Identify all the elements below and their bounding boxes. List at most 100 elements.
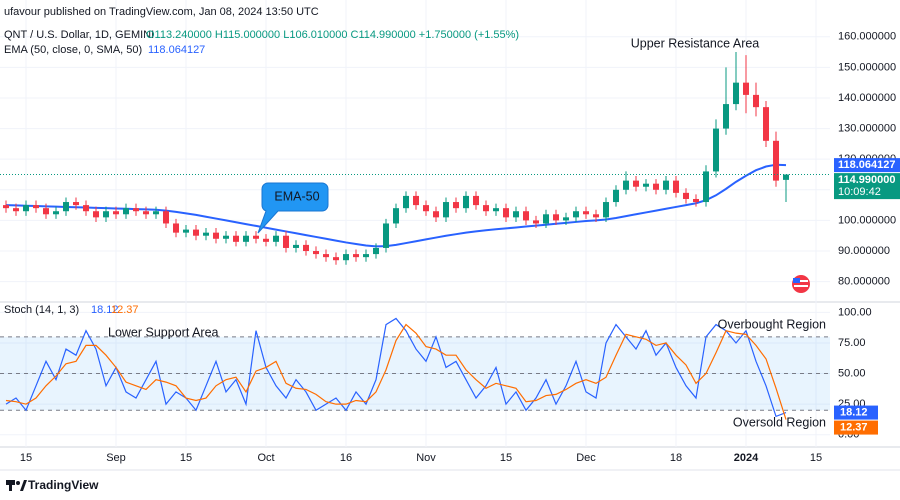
candle-body [453, 202, 459, 209]
y-tick-label: 130.000000 [838, 122, 896, 134]
candle-body [623, 180, 629, 190]
x-tick-label: 16 [340, 452, 352, 464]
candle-body [133, 208, 139, 212]
candle-body [273, 235, 279, 242]
candle-body [143, 211, 149, 215]
x-tick-label: Sep [106, 452, 126, 464]
candle-body [663, 180, 669, 190]
candle-body [383, 223, 389, 248]
candle-body [33, 205, 39, 209]
candle-body [573, 211, 579, 218]
stoch-line [5, 323, 787, 420]
candle-body [743, 82, 749, 95]
candle-body [633, 180, 639, 187]
candle-body [693, 198, 699, 203]
candle-body [43, 208, 49, 215]
symbol-title: QNT / U.S. Dollar, 1D, GEMINI [4, 29, 154, 41]
candle-body [283, 235, 289, 248]
candle-body [113, 211, 119, 215]
last-price-label: 114.990000 [838, 174, 896, 186]
y-tick-label: 50.00 [838, 367, 866, 379]
candle-body [723, 104, 729, 129]
candle-body [303, 244, 309, 252]
candle-body [13, 208, 19, 212]
x-tick-label: 15 [180, 452, 192, 464]
x-tick-label: Oct [257, 452, 274, 464]
y-tick-label: 75.00 [838, 337, 866, 349]
stoch-value-box [834, 420, 878, 435]
stoch-line [5, 317, 787, 418]
candle-body [63, 202, 69, 212]
candle-body [53, 211, 59, 215]
ema-price-box [834, 158, 900, 173]
candle-body [763, 107, 769, 141]
candle-body [553, 214, 559, 221]
candle-body [203, 232, 209, 236]
labels: ufavour published on TradingView.com, Ja… [4, 6, 900, 492]
candle-body [333, 257, 339, 261]
candle-body [493, 208, 499, 212]
candle-body [253, 235, 259, 239]
candle-body [353, 254, 359, 258]
annotation: Overbought Region [718, 317, 826, 331]
ema-legend: EMA (50, close, 0, SMA, 50) [4, 44, 142, 56]
marks [0, 52, 830, 420]
candle-body [213, 232, 219, 239]
candle-body [783, 174, 789, 180]
candle-body [563, 217, 569, 221]
ema-legend-value: 118.064127 [148, 44, 205, 56]
ohlc-text: O113.240000 H115.000000 L106.010000 C114… [146, 29, 519, 41]
candle-body [683, 192, 689, 199]
flag-icon [792, 275, 810, 293]
candle-body [513, 211, 519, 218]
annotation: Lower Support Area [108, 325, 219, 339]
grid [0, 0, 830, 447]
footer-logo [6, 480, 27, 491]
candle-body [713, 128, 719, 172]
candle-body [363, 254, 369, 258]
candle-body [643, 183, 649, 187]
candle-body [703, 171, 709, 203]
candle-body [653, 183, 659, 190]
y-tick-label: 160.000000 [838, 31, 896, 43]
candle-body [483, 205, 489, 212]
candle-body [583, 211, 589, 215]
candle-body [593, 214, 599, 218]
ema-callout: EMA-50 [274, 189, 319, 203]
published-text: ufavour published on TradingView.com, Ja… [4, 6, 319, 18]
x-tick-label: 15 [810, 452, 822, 464]
x-tick-label: 2024 [734, 452, 759, 464]
candle-body [163, 211, 169, 224]
candle-body [543, 214, 549, 224]
stoch-k-value: 18.12 [91, 304, 119, 316]
y-tick-label: 100.000000 [838, 214, 896, 226]
candle-body [243, 235, 249, 242]
candle-body [473, 195, 479, 206]
candle-body [613, 189, 619, 203]
candle-body [603, 202, 609, 218]
candle-body [753, 94, 759, 108]
candle-body [183, 229, 189, 233]
x-tick-label: 18 [670, 452, 682, 464]
candle-body [393, 208, 399, 224]
candle-body [223, 235, 229, 239]
price-box [834, 173, 900, 200]
y-tick-label: 90.000000 [838, 245, 890, 257]
candle-body [323, 254, 329, 258]
candle-body [293, 244, 299, 248]
candle-body [433, 211, 439, 218]
candle-body [233, 235, 239, 242]
stoch-value-box [834, 405, 878, 420]
annotation: Oversold Region [733, 415, 826, 429]
x-tick-label: 15 [500, 452, 512, 464]
candle-body [3, 205, 9, 209]
candle-body [773, 140, 779, 181]
candle-body [173, 223, 179, 233]
stoch-value-label: 12.37 [840, 421, 868, 433]
candle-body [93, 211, 99, 218]
candle-body [73, 202, 79, 206]
stoch-legend: Stoch (14, 1, 3) [4, 304, 79, 316]
y-tick-label: 100.00 [838, 306, 872, 318]
